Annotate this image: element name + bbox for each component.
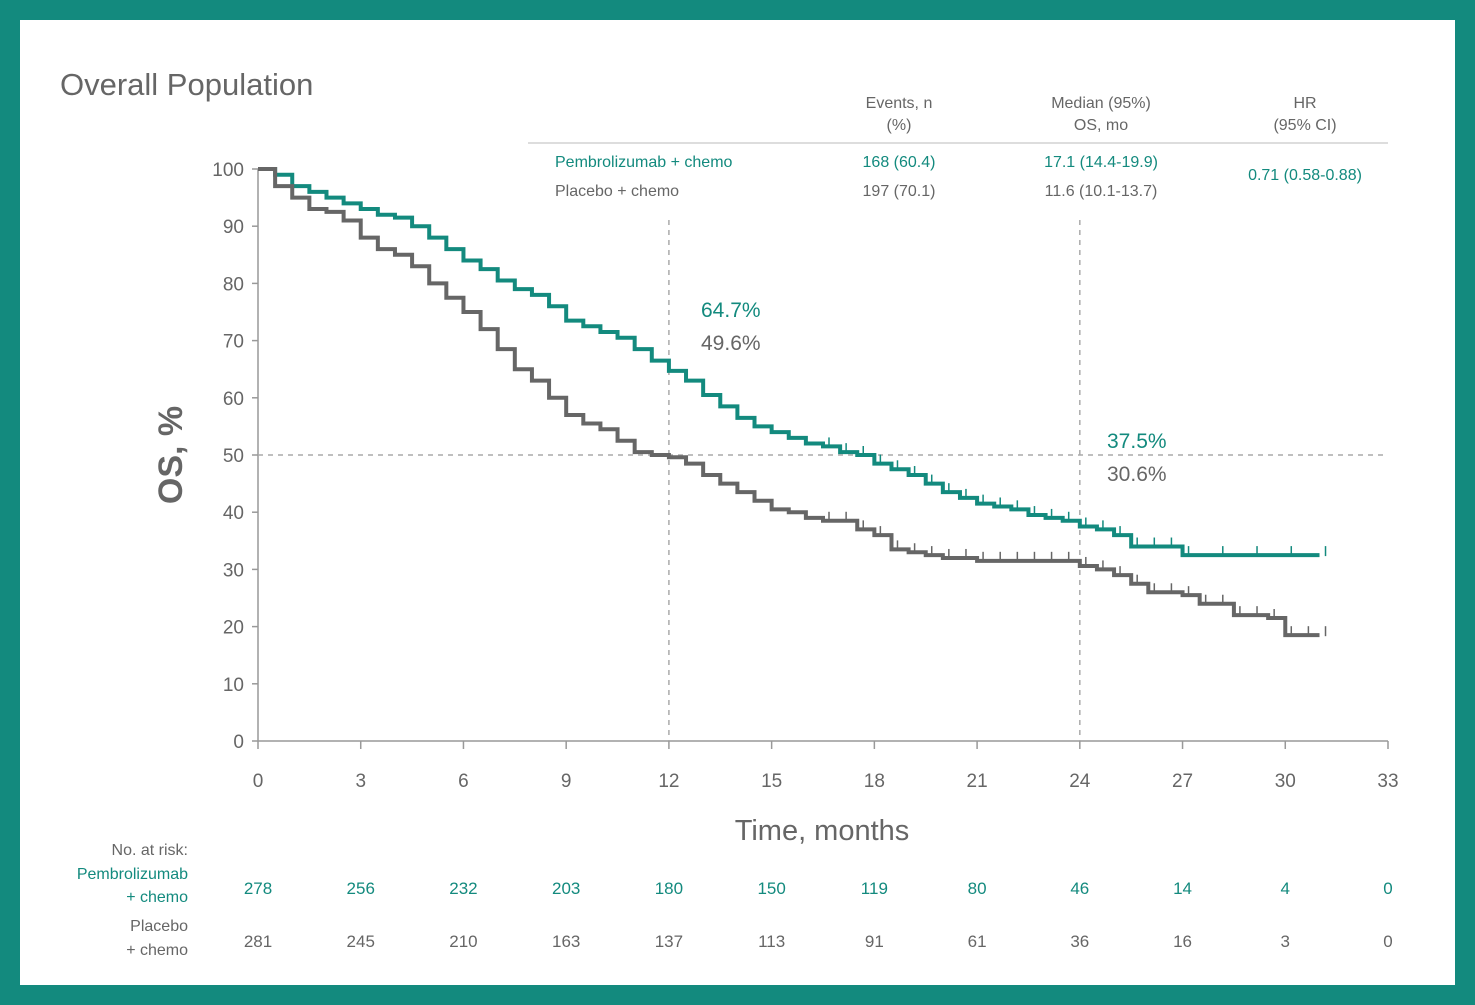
risk-placebo-label-1: Placebo — [130, 918, 188, 935]
header-median-os: OS, mo — [1074, 117, 1128, 134]
x-tick-label: 18 — [864, 771, 885, 792]
header-hr-ci: (95% CI) — [1273, 117, 1336, 134]
risk-pembro-label-2: + chemo — [126, 889, 188, 906]
page-title: Overall Population — [60, 67, 313, 102]
y-tick-label: 0 — [233, 732, 244, 753]
x-tick-label: 0 — [253, 771, 264, 792]
legend-hr-value: 0.71 (0.58-0.88) — [1248, 167, 1362, 184]
y-tick-label: 60 — [223, 389, 244, 410]
risk-pembro-label-1: Pembrolizumab — [77, 866, 188, 883]
risk-pembro-value: 150 — [757, 879, 785, 898]
risk-pembro-value: 46 — [1070, 879, 1089, 898]
x-tick-label: 30 — [1275, 771, 1296, 792]
y-tick-label: 10 — [223, 675, 244, 696]
risk-pembro-value: 180 — [655, 879, 683, 898]
x-tick-label: 21 — [967, 771, 988, 792]
risk-placebo-label-2: + chemo — [126, 942, 188, 959]
header-hr: HR — [1293, 95, 1316, 112]
risk-header: No. at risk: — [112, 842, 188, 859]
header-events: Events, n — [866, 95, 933, 112]
risk-placebo-value: 281 — [244, 932, 272, 951]
risk-pembro-value: 232 — [449, 879, 477, 898]
x-axis-label: Time, months — [735, 815, 910, 847]
y-tick-label: 50 — [223, 446, 244, 467]
y-tick-label: 100 — [212, 160, 244, 181]
risk-pembro-value: 203 — [552, 879, 580, 898]
risk-table: No. at risk: Pembrolizumab + chemo Place… — [77, 842, 1393, 959]
y-tick-label: 70 — [223, 332, 244, 353]
x-tick-label: 27 — [1172, 771, 1193, 792]
legend-pembro-median: 17.1 (14.4-19.9) — [1044, 154, 1158, 171]
risk-pembro-value: 256 — [347, 879, 375, 898]
x-tick-label: 3 — [355, 771, 366, 792]
risk-pembro-value: 0 — [1383, 879, 1392, 898]
legend-pembro-name: Pembrolizumab + chemo — [555, 154, 733, 171]
risk-placebo-value: 91 — [865, 932, 884, 951]
annotation-12m-placebo: 49.6% — [701, 332, 761, 355]
risk-pembro-value: 4 — [1281, 879, 1290, 898]
risk-placebo-value: 16 — [1173, 932, 1192, 951]
risk-placebo-value: 3 — [1281, 932, 1290, 951]
risk-placebo-value: 245 — [347, 932, 375, 951]
risk-pembro-value: 278 — [244, 879, 272, 898]
y-tick-label: 20 — [223, 618, 244, 639]
risk-placebo-value: 0 — [1383, 932, 1392, 951]
annotation-24m-pembro: 37.5% — [1107, 430, 1167, 453]
x-tick-label: 9 — [561, 771, 572, 792]
placebo-curve — [258, 167, 1320, 638]
x-tick-label: 24 — [1069, 771, 1091, 792]
y-tick-label: 30 — [223, 560, 244, 581]
reference-lines — [258, 220, 1388, 741]
legend-placebo-events: 197 (70.1) — [863, 183, 936, 200]
legend-placebo-name: Placebo + chemo — [555, 183, 679, 200]
header-median: Median (95%) — [1051, 95, 1151, 112]
annotation-24m-placebo: 30.6% — [1107, 463, 1167, 486]
legend-table: Events, n (%) Median (95%) OS, mo HR (95… — [528, 95, 1388, 200]
survival-curves — [258, 167, 1327, 638]
axes: 0 10 20 30 40 50 60 70 80 90 100 0 3 6 9 12 15 18 21 24 27 30… — [212, 160, 1398, 792]
risk-placebo-value: 137 — [655, 932, 683, 951]
x-tick-label: 33 — [1377, 771, 1398, 792]
risk-placebo-value: 210 — [449, 932, 477, 951]
y-tick-label: 80 — [223, 274, 244, 295]
x-tick-label: 12 — [658, 771, 679, 792]
x-tick-label: 6 — [458, 771, 469, 792]
pembro-curve — [258, 167, 1320, 558]
risk-placebo-value: 36 — [1070, 932, 1089, 951]
risk-placebo-value: 113 — [758, 932, 785, 951]
risk-pembro-value: 119 — [861, 879, 888, 898]
y-tick-label: 40 — [223, 503, 244, 524]
x-tick-label: 15 — [761, 771, 782, 792]
y-tick-label: 90 — [223, 217, 244, 238]
risk-pembro-value: 14 — [1173, 879, 1192, 898]
legend-pembro-events: 168 (60.4) — [863, 154, 936, 171]
risk-placebo-value: 163 — [552, 932, 580, 951]
risk-pembro-value: 80 — [968, 879, 987, 898]
legend-placebo-median: 11.6 (10.1-13.7) — [1045, 183, 1158, 200]
risk-placebo-value: 61 — [968, 932, 987, 951]
y-axis-label: OS, % — [152, 406, 190, 504]
annotation-12m-pembro: 64.7% — [701, 299, 761, 322]
header-events-pct: (%) — [887, 117, 912, 134]
